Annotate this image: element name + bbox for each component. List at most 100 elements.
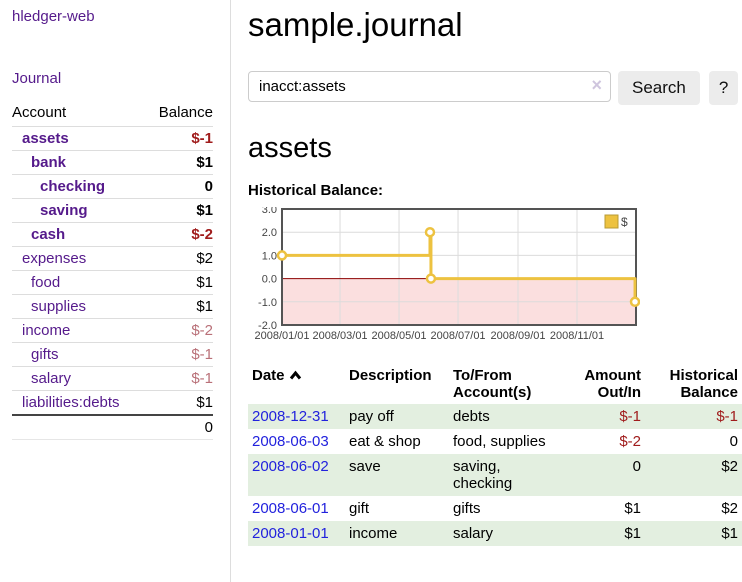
transaction-accounts: gifts: [453, 500, 481, 517]
register-header-accounts: To/From Account(s): [453, 367, 532, 401]
search-input[interactable]: [248, 71, 611, 102]
register-row: 2008-12-31 pay off debts $-1 $-1: [248, 404, 742, 429]
account-row: supplies $1: [12, 294, 213, 319]
account-link[interactable]: salary: [31, 370, 72, 387]
register-row: 2008-06-01 gift gifts $1 $2: [248, 496, 742, 521]
svg-text:2.0: 2.0: [262, 227, 277, 239]
svg-text:-2.0: -2.0: [258, 320, 277, 332]
accounts-header-row: Account Balance: [12, 102, 213, 127]
account-row: assets $-1: [12, 126, 213, 151]
account-row: saving $1: [12, 198, 213, 223]
account-balance: $1: [145, 390, 213, 415]
svg-text:2008/03/01: 2008/03/01: [313, 330, 368, 342]
account-link[interactable]: food: [31, 274, 61, 291]
clear-search-icon[interactable]: ×: [591, 75, 602, 95]
account-row: salary $-1: [12, 366, 213, 391]
transaction-date-link[interactable]: 2008-06-03: [252, 433, 329, 450]
transaction-date-link[interactable]: 2008-01-01: [252, 525, 329, 542]
page-title: sample.journal: [248, 6, 463, 43]
transaction-accounts: food, supplies: [453, 433, 546, 450]
transaction-description: income: [349, 525, 398, 542]
transaction-date-link[interactable]: 2008-06-02: [252, 458, 329, 475]
account-link[interactable]: income: [22, 322, 71, 339]
account-row: expenses $2: [12, 246, 213, 271]
account-row: food $1: [12, 270, 213, 295]
register-row: 2008-01-01 income salary $1 $1: [248, 521, 742, 546]
account-balance: $-1: [145, 366, 213, 391]
account-title: assets: [248, 132, 332, 164]
transaction-date-link[interactable]: 2008-06-01: [252, 500, 329, 517]
account-balance: $-2: [145, 318, 213, 343]
chevron-up-icon: [289, 370, 301, 380]
sidebar-item-journal[interactable]: Journal: [12, 70, 62, 87]
transaction-accounts: debts: [453, 408, 490, 425]
account-row: liabilities:debts $1: [12, 390, 213, 415]
account-balance: $2: [145, 246, 213, 271]
chart-section-label: Historical Balance:: [248, 182, 384, 199]
main-content: sample.journal × Search ? assets Histori…: [248, 0, 742, 546]
account-row: cash $-2: [12, 222, 213, 247]
account-row: bank $1: [12, 150, 213, 175]
account-balance: $1: [145, 150, 213, 175]
transaction-amount: $-2: [619, 433, 641, 450]
register-header-date-label: Date: [252, 367, 285, 384]
accounts-table: Account Balance assets $-1 bank $1 check…: [12, 102, 213, 440]
account-row: checking 0: [12, 174, 213, 199]
account-link[interactable]: checking: [40, 178, 106, 195]
svg-text:2008/01/01: 2008/01/01: [254, 330, 309, 342]
svg-text:-1.0: -1.0: [258, 297, 277, 309]
account-link[interactable]: gifts: [31, 346, 59, 363]
transaction-date-link[interactable]: 2008-12-31: [252, 408, 329, 425]
register-row: 2008-06-02 save saving, checking 0 $2: [248, 454, 742, 496]
register-header-row: Date Description To/From Account(s) Amou…: [248, 364, 742, 404]
account-link[interactable]: cash: [31, 226, 66, 243]
transaction-accounts: saving, checking: [453, 458, 513, 492]
transaction-balance: $2: [721, 458, 738, 475]
account-row: income $-2: [12, 318, 213, 343]
account-link[interactable]: bank: [31, 154, 67, 171]
transaction-amount: $1: [624, 525, 641, 542]
app-title-link[interactable]: hledger-web: [12, 8, 95, 25]
transaction-balance: 0: [729, 433, 738, 450]
account-link[interactable]: liabilities:debts: [22, 394, 120, 411]
help-button[interactable]: ?: [708, 71, 739, 105]
transaction-balance: $2: [721, 500, 738, 517]
account-balance: $1: [145, 270, 213, 295]
transaction-balance: $1: [721, 525, 738, 542]
register-header-balance: Historical Balance: [669, 367, 738, 401]
account-balance: $1: [145, 294, 213, 319]
svg-text:1.0: 1.0: [262, 250, 277, 262]
sidebar: hledger-web Journal Account Balance asse…: [0, 0, 231, 582]
register-header-date[interactable]: Date: [248, 364, 345, 404]
search-form: × Search ?: [248, 71, 742, 105]
register-header-amount: Amount Out/In: [584, 367, 641, 401]
transaction-description: eat & shop: [349, 433, 421, 450]
account-link[interactable]: supplies: [31, 298, 87, 315]
account-link[interactable]: expenses: [22, 250, 87, 267]
register-row: 2008-06-03 eat & shop food, supplies $-2…: [248, 429, 742, 454]
account-link[interactable]: saving: [40, 202, 88, 219]
transaction-amount: $1: [624, 500, 641, 517]
account-balance: $-1: [145, 126, 213, 151]
transaction-accounts: salary: [453, 525, 494, 542]
transaction-description: save: [349, 458, 381, 475]
account-row: gifts $-1: [12, 342, 213, 367]
account-link[interactable]: assets: [22, 130, 69, 147]
accounts-total-balance: 0: [145, 414, 213, 440]
transaction-amount: 0: [632, 458, 641, 475]
accounts-header-balance: Balance: [158, 104, 213, 121]
svg-text:3.0: 3.0: [262, 207, 277, 216]
svg-text:0.0: 0.0: [262, 274, 277, 286]
svg-text:2008/11/01: 2008/11/01: [550, 330, 604, 342]
account-balance: $-2: [145, 222, 213, 247]
account-balance: $1: [145, 198, 213, 223]
register-header-description: Description: [349, 367, 432, 384]
svg-text:2008/05/01: 2008/05/01: [372, 330, 427, 342]
transaction-description: gift: [349, 500, 370, 517]
svg-text:2008/09/01: 2008/09/01: [490, 330, 545, 342]
svg-text:2008/07/01: 2008/07/01: [431, 330, 486, 342]
search-button[interactable]: Search: [618, 71, 700, 105]
search-box: ×: [248, 71, 611, 102]
transaction-balance: $-1: [716, 408, 738, 425]
